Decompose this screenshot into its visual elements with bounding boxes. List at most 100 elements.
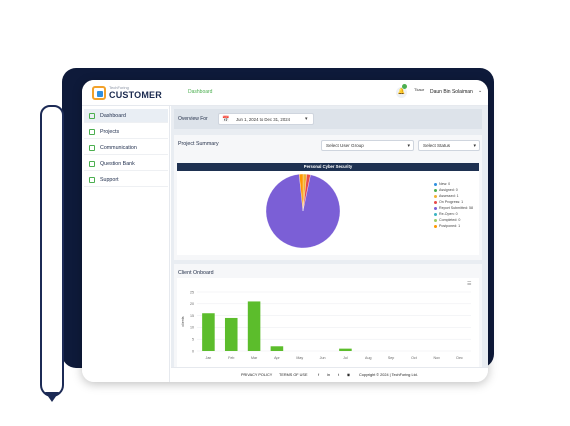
x-tick-label: Feb	[228, 356, 234, 360]
sidebar-item-label: Support	[100, 177, 119, 183]
legend-swatch	[434, 188, 437, 192]
legend-label: New: 0	[439, 182, 451, 186]
linkedin-icon[interactable]: in	[326, 372, 331, 377]
projects-icon	[89, 129, 95, 135]
y-tick-label: 15	[190, 314, 194, 318]
legend-label: Re-Open: 0	[439, 212, 458, 216]
notification-badge	[402, 84, 407, 89]
x-tick-label: Jul	[343, 356, 348, 360]
sidebar-item-question-bank[interactable]: Question Bank	[84, 157, 168, 171]
support-icon	[89, 177, 95, 183]
sidebar-item-label: Question Bank	[100, 161, 135, 167]
breadcrumb[interactable]: Dashboard	[188, 89, 213, 95]
user-group-placeholder: Select User Group	[326, 143, 364, 148]
bar-apr[interactable]	[270, 346, 284, 351]
y-tick-label: 0	[192, 349, 194, 353]
overview-label: Overview For	[178, 116, 208, 122]
legend-item[interactable]: Re-Open: 0	[434, 211, 482, 217]
chevron-down-icon: ▾	[407, 143, 410, 149]
x-tick-label: May	[296, 356, 303, 360]
legend-item[interactable]: Completed: 0	[434, 217, 482, 223]
legend-label: Assigned: 0	[439, 188, 458, 192]
avatar[interactable]: Tkaur	[414, 87, 425, 92]
stylus-tip	[45, 392, 59, 402]
legend-swatch	[434, 194, 437, 198]
legend-item[interactable]: Assessed: 1	[434, 193, 482, 199]
date-range-picker[interactable]: 📅 Jun 1, 2024 to Dec 31, 2024 ▾	[218, 113, 314, 125]
chevron-down-icon: ▾	[473, 143, 476, 149]
bar-mar[interactable]	[247, 301, 261, 351]
communication-icon	[89, 145, 95, 151]
overview-bar: Overview For 📅 Jun 1, 2024 to Dec 31, 20…	[174, 109, 482, 129]
pie-slice-report-submitted[interactable]	[265, 174, 341, 249]
app-window: TechForing CUSTOMER Dashboard 🔔 Tkaur Da…	[82, 80, 488, 382]
pie-chart-title: Personal Cyber Security	[177, 163, 479, 171]
sidebar-item-support[interactable]: Support	[84, 173, 168, 187]
copyright-text: Copyright © 2024 | TechForing Ltd.	[359, 373, 418, 377]
user-group-select[interactable]: Select User Group ▾	[321, 140, 414, 151]
x-tick-label: Mar	[251, 356, 258, 360]
y-axis-label: clients	[181, 316, 185, 326]
chevron-down-icon[interactable]: ⌄	[478, 88, 483, 94]
top-bar: TechForing CUSTOMER Dashboard 🔔 Tkaur Da…	[82, 80, 488, 106]
bar-jan[interactable]	[202, 313, 215, 351]
status-select[interactable]: Select Status ▾	[418, 140, 480, 151]
sidebar-item-projects[interactable]: Projects	[84, 125, 168, 139]
x-tick-label: Sep	[388, 356, 394, 360]
twitter-icon[interactable]: t	[337, 372, 340, 377]
logo-mark-icon	[92, 86, 106, 100]
app-logo[interactable]: TechForing CUSTOMER	[92, 84, 162, 102]
legend-swatch	[434, 182, 437, 186]
footer: PRIVACY POLICY TERMS OF USE f in t ◉ Cop…	[171, 367, 488, 382]
logo-subtitle: TechForing	[109, 85, 129, 90]
legend-item[interactable]: Postponed: 1	[434, 223, 482, 229]
chart-menu-icon[interactable]: ☰	[467, 281, 472, 287]
calendar-icon: 📅	[222, 117, 230, 123]
pie-chart[interactable]	[265, 173, 341, 249]
legend-swatch	[434, 200, 437, 204]
legend-label: Assessed: 1	[439, 194, 459, 198]
pie-slice-postponed[interactable]	[299, 173, 304, 212]
project-summary-card: Project Summary Select User Group ▾ Sele…	[174, 135, 482, 260]
legend-item[interactable]: Assigned: 0	[434, 187, 482, 193]
logo-title: CUSTOMER	[109, 90, 162, 100]
legend-label: On Progress: 1	[439, 200, 464, 204]
status-placeholder: Select Status	[423, 143, 451, 148]
pie-chart-panel: Personal Cyber Security New: 0 Assigned: …	[177, 163, 479, 255]
legend-item[interactable]: On Progress: 1	[434, 199, 482, 205]
legend-swatch	[434, 224, 437, 228]
bar-jul[interactable]	[339, 348, 352, 351]
y-tick-label: 5	[192, 338, 194, 342]
x-tick-label: Jun	[320, 356, 326, 360]
x-tick-label: Apr	[274, 356, 280, 360]
client-onboard-card: Client Onboard 0 5 10 15 20 25 clients Jan Feb Ma…	[174, 264, 482, 380]
legend-item[interactable]: Report Submitted: 58	[434, 205, 482, 211]
legend-item[interactable]: New: 0	[434, 181, 482, 187]
x-tick-label: Nov	[434, 356, 441, 360]
privacy-link[interactable]: PRIVACY POLICY	[241, 373, 273, 377]
legend-label: Completed: 0	[439, 218, 461, 222]
terms-link[interactable]: TERMS OF USE	[279, 373, 308, 377]
legend-swatch	[434, 218, 437, 222]
bar-chart[interactable]: 0 5 10 15 20 25 clients Jan Feb Mar Apr May Jun Jul Au…	[177, 278, 479, 376]
bell-icon[interactable]: 🔔	[396, 87, 407, 98]
sidebar-item-label: Projects	[100, 129, 120, 135]
stylus-decoration	[40, 105, 64, 397]
dashboard-icon	[89, 113, 95, 119]
chevron-down-icon: ▾	[305, 116, 308, 122]
legend-label: Report Submitted: 58	[439, 206, 473, 210]
legend-swatch	[434, 212, 437, 216]
x-tick-label: Dec	[456, 356, 463, 360]
sidebar-item-communication[interactable]: Communication	[84, 141, 168, 155]
question-bank-icon	[89, 161, 95, 167]
facebook-icon[interactable]: f	[317, 372, 320, 377]
user-name[interactable]: Daun Bin Solaiman	[430, 89, 473, 95]
sidebar-item-label: Dashboard	[100, 113, 126, 119]
instagram-icon[interactable]: ◉	[346, 372, 351, 377]
bar-chart-panel: 0 5 10 15 20 25 clients Jan Feb Mar Apr May Jun Jul Au…	[177, 278, 479, 376]
pie-legend: New: 0 Assigned: 0 Assessed: 1 On Progress:…	[434, 181, 482, 229]
sidebar-item-dashboard[interactable]: Dashboard	[84, 109, 168, 123]
bar-feb[interactable]	[224, 317, 238, 351]
legend-label: Postponed: 1	[439, 224, 461, 228]
